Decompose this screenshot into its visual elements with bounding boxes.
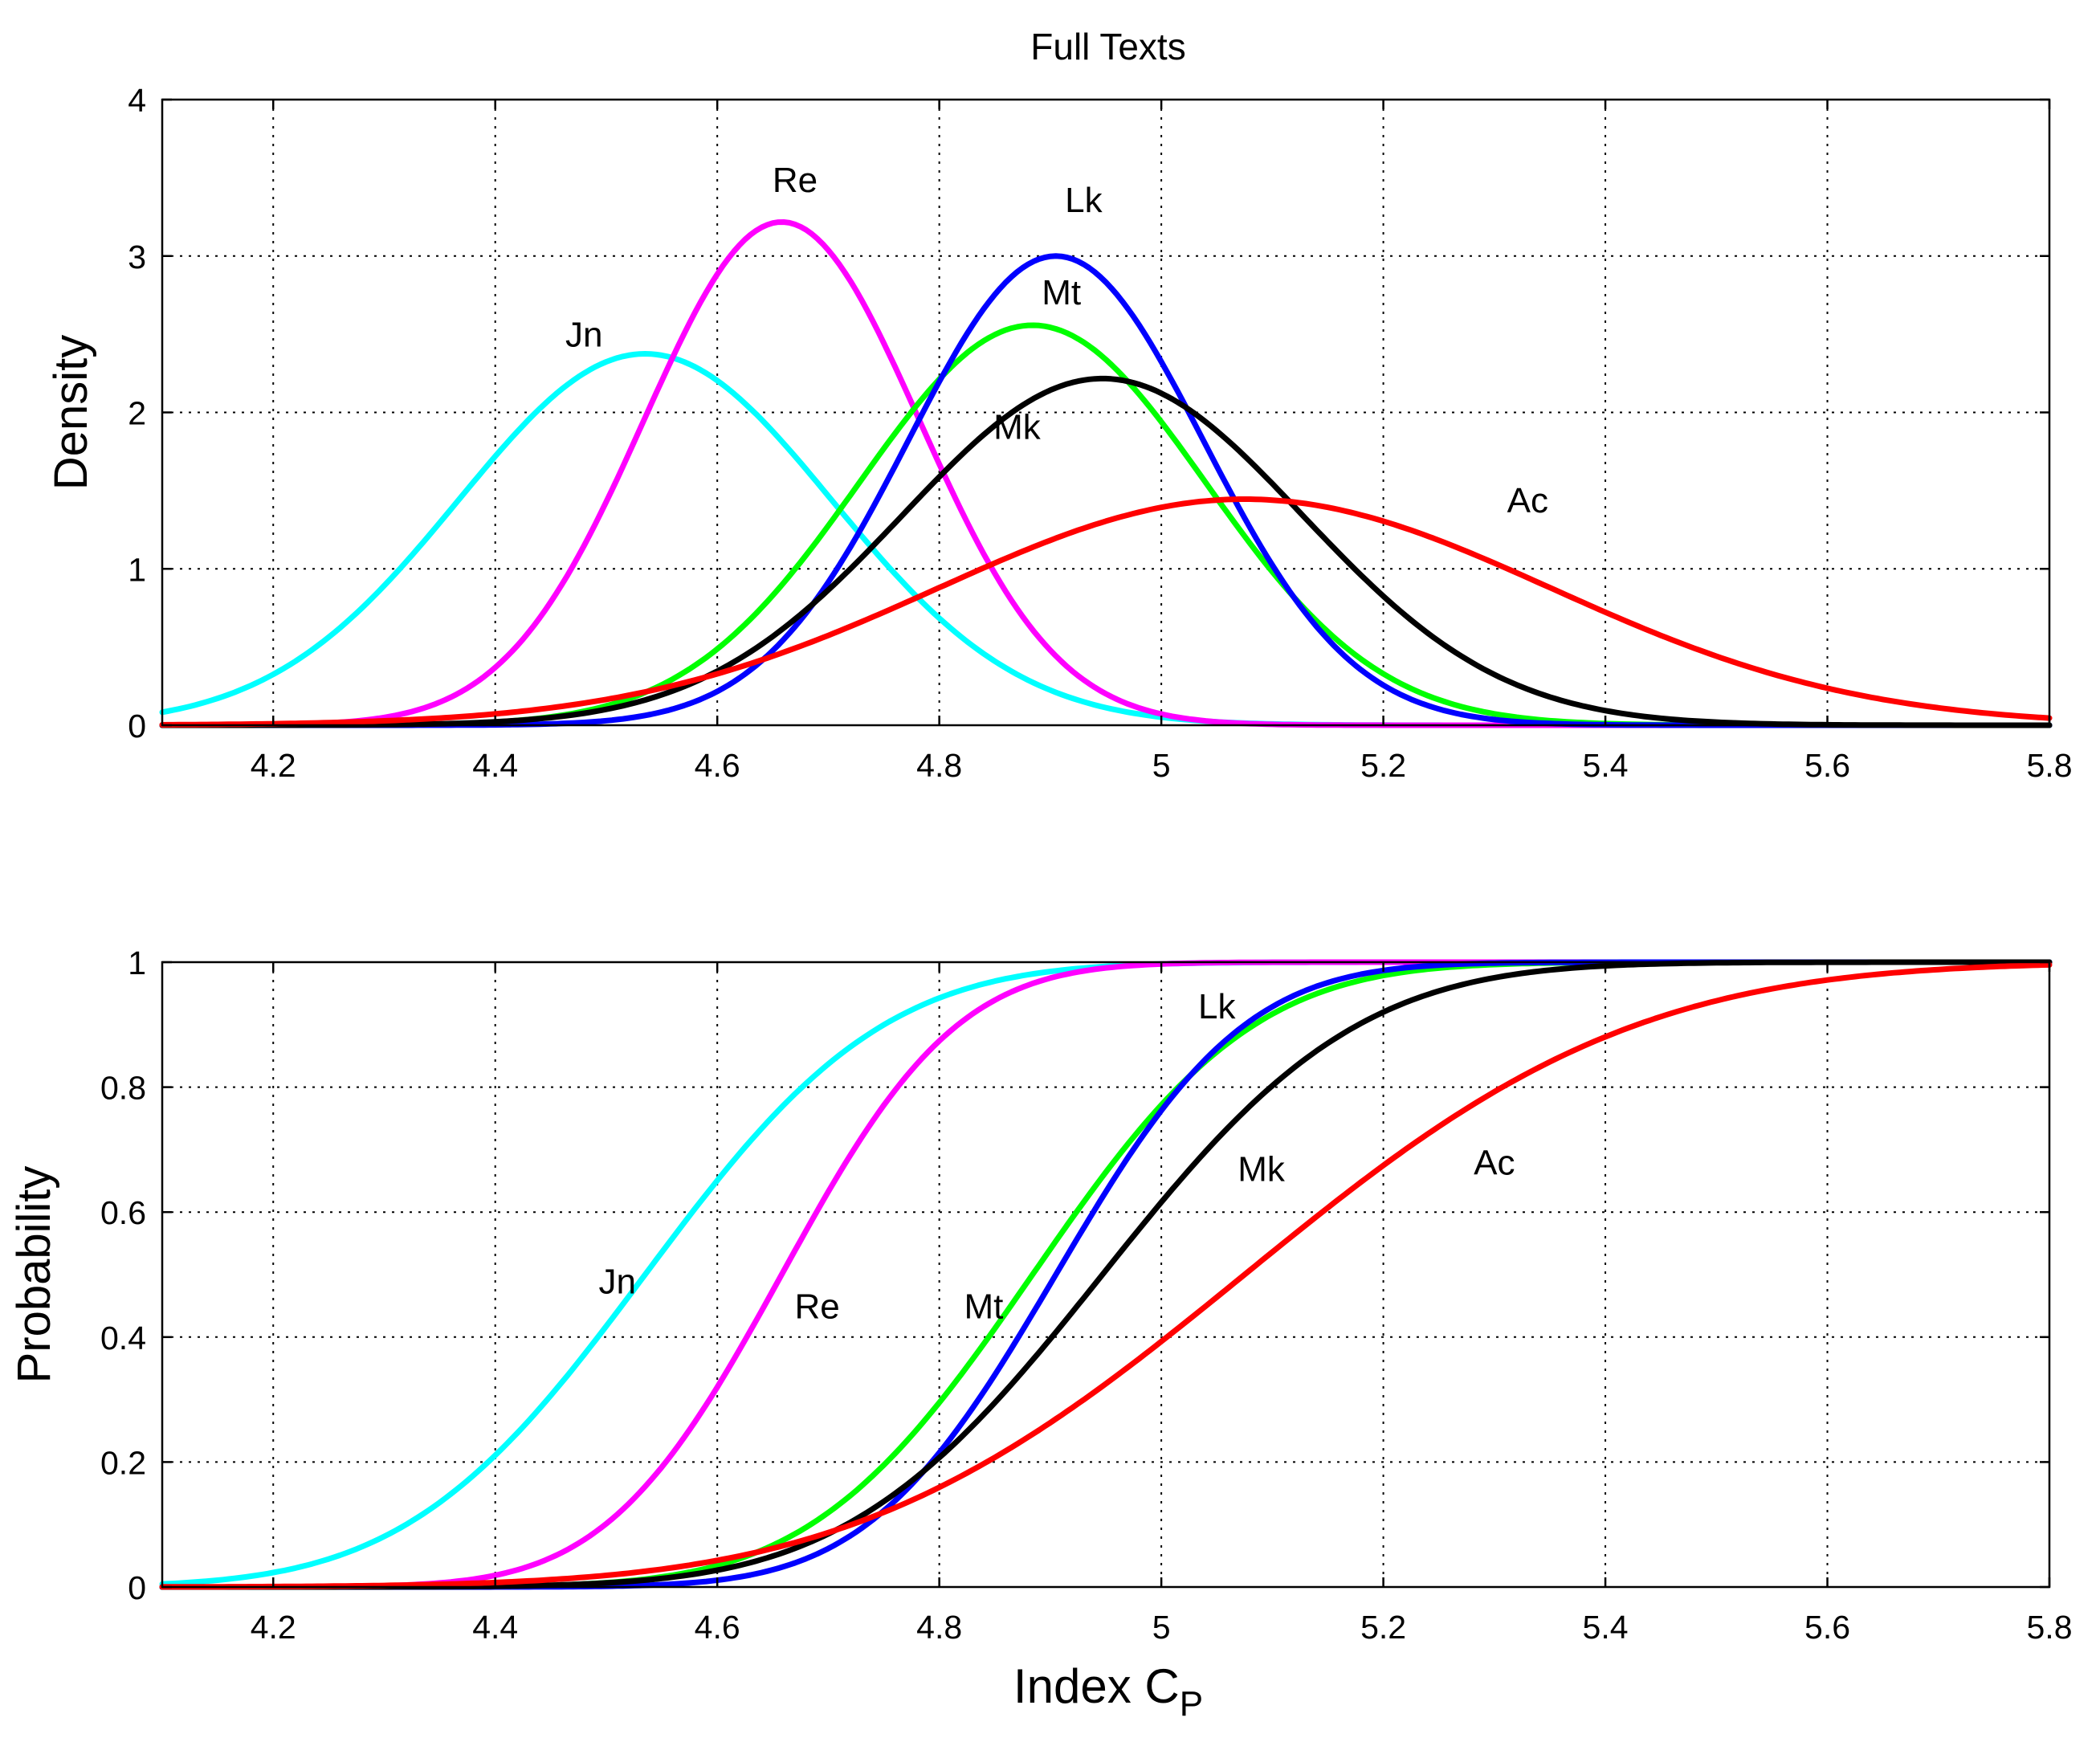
probability-ytick-label: 0.8 [100,1070,146,1107]
density-ytick-label: 1 [128,551,146,588]
probability-axes-frame [161,961,2051,1589]
probability-ytick-label: 0.4 [100,1320,146,1357]
density-curve-mt [159,322,2053,728]
density-xtick-label: 5.6 [1804,747,1850,784]
density-label-jn: Jn [565,316,602,355]
probability-xtick-label: 5.2 [1360,1609,1406,1646]
x-axis-label-main: Index C [1013,1659,1180,1713]
probability-curve-mk [159,959,2053,1590]
density-y-axis-label: Density [45,335,97,490]
probability-xtick-label: 4.4 [472,1609,518,1646]
probability-ytick-label: 0.2 [100,1444,146,1481]
x-axis-label: Index CP [1013,1659,1203,1724]
density-label-mt: Mt [1042,273,1081,312]
density-label-re: Re [773,161,818,200]
density-label-mk: Mk [993,408,1042,447]
density-ytick-label: 0 [128,708,146,745]
probability-xtick-label: 4.2 [251,1609,296,1646]
density-ytick-label: 2 [128,395,146,432]
probability-label-re: Re [794,1287,839,1326]
probability-ticks: 4.2 4.4 4.6 4.8 5 5.2 5.4 5.6 5.8 0 0.2 0.4 0.6 0.8 1 [100,944,2073,1646]
density-label-ac: Ac [1507,481,1548,520]
probability-curve-ac [159,961,2053,1590]
probability-label-mt: Mt [964,1287,1003,1326]
probability-ytick-label: 0 [128,1569,146,1606]
probability-xtick-label: 5.4 [1583,1609,1629,1646]
probability-curves [159,959,2053,1590]
density-xtick-label: 4.4 [472,747,518,784]
density-curve-ac [159,496,2053,728]
probability-label-ac: Ac [1474,1144,1515,1183]
density-label-lk: Lk [1065,181,1103,220]
probability-xtick-label: 5.6 [1804,1609,1850,1646]
probability-curve-labels: Jn Re Mt Lk Mk Ac [599,987,1515,1326]
density-ytick-label: 3 [128,239,146,275]
density-xtick-label: 5 [1152,747,1171,784]
density-curve-re [159,219,2053,728]
density-gridlines [162,100,2049,725]
density-ytick-label: 4 [128,82,146,119]
probability-xtick-label: 4.6 [695,1609,740,1646]
probability-label-lk: Lk [1198,987,1236,1026]
density-xtick-label: 5.8 [2027,747,2073,784]
probability-ytick-label: 0.6 [100,1194,146,1231]
density-xtick-label: 4.8 [916,747,962,784]
density-panel: 4.2 4.4 4.6 4.8 5 5.2 5.4 5.6 5.8 0 1 2 3 4 Jn Re Mt Lk M… [45,82,2073,784]
probability-panel: 4.2 4.4 4.6 4.8 5 5.2 5.4 5.6 5.800.20.40.60.81 … [8,944,2073,1724]
x-axis-label-subscript: P [1180,1684,1203,1724]
probability-xtick-label: 4.8 [916,1609,962,1646]
density-curve-labels: Jn Re Mt Lk Mk Ac [565,161,1548,520]
probability-y-axis-label: Probability [8,1166,60,1384]
probability-xtick-label: 5.8 [2027,1609,2073,1646]
density-ticks: 4.2 4.4 4.6 4.8 5 5.2 5.4 5.6 5.8 0 1 2 3 4 [128,82,2072,784]
probability-ytick-label: 1 [128,944,146,981]
density-xtick-label: 4.2 [251,747,296,784]
probability-gridlines [162,962,2049,1587]
density-xtick-label: 4.6 [695,747,740,784]
probability-xtick-label: 5 [1152,1609,1171,1646]
density-curves [159,219,2053,728]
density-curve-mk [159,375,2053,728]
probability-label-jn: Jn [599,1262,636,1301]
chart-title: Full Texts [1030,26,1185,67]
probability-label-mk: Mk [1238,1149,1286,1189]
density-curve-lk [159,253,2053,728]
density-xtick-label: 5.2 [1360,747,1406,784]
density-xtick-label: 5.4 [1583,747,1629,784]
